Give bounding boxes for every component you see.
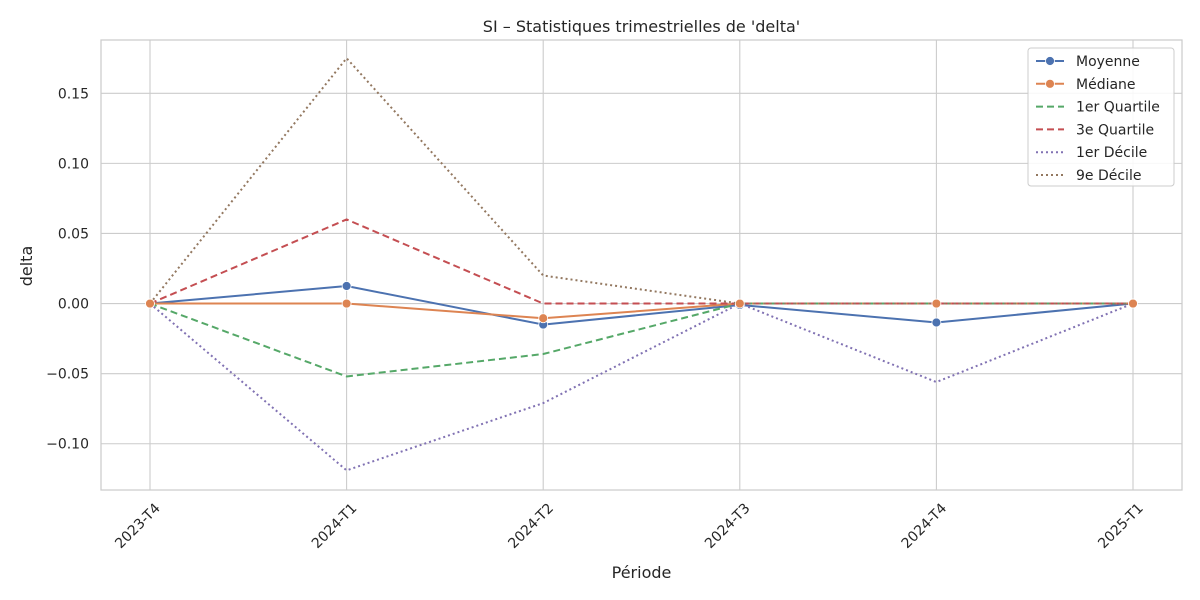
data-point (734, 298, 745, 309)
data-point (538, 313, 549, 324)
series-line (149, 285, 1134, 326)
data-point (341, 281, 352, 291)
legend: Moyenne Médiane 1er Quartile 3e Quartile 1er… (1027, 47, 1175, 187)
y-axis-title: delta (17, 246, 36, 287)
x-tick-label: 2023-T4 (112, 500, 164, 552)
legend-label: 3e Quartile (1076, 122, 1154, 138)
x-tick-label: 2024-T1 (309, 500, 361, 552)
legend-label: 1er Décile (1076, 145, 1147, 161)
data-point (1128, 298, 1138, 309)
legend-marker (1045, 56, 1055, 66)
data-point (931, 298, 942, 309)
data-point (341, 298, 352, 309)
x-tick-label: 2024-T2 (505, 500, 557, 552)
legend-box (1027, 47, 1175, 187)
data-point (145, 298, 155, 309)
series-lines (149, 57, 1134, 472)
legend-label: Moyenne (1076, 54, 1140, 70)
y-tick-label: 0.00 (58, 297, 89, 313)
x-axis-title: Période (612, 563, 672, 582)
y-tick-label: −0.10 (46, 437, 89, 453)
plot-frame (100, 39, 1183, 491)
x-tick-labels: 2023-T4 2024-T1 2024-T2 2024-T3 2024-T4 2025-… (112, 500, 1147, 552)
y-tick-labels: −0.10 −0.05 0.00 0.05 0.10 0.15 (46, 86, 89, 452)
legend-label: 9e Décile (1076, 168, 1141, 184)
x-tick-label: 2024-T3 (702, 500, 754, 552)
plot-background (101, 40, 1182, 490)
y-tick-label: −0.05 (46, 367, 89, 383)
y-tick-label: 0.05 (58, 226, 89, 242)
series-line (149, 57, 1133, 305)
legend-marker (1045, 78, 1055, 89)
y-tick-label: 0.15 (58, 86, 89, 102)
data-point (931, 317, 942, 328)
x-tick-label: 2025-T1 (1095, 500, 1147, 552)
x-tick-label: 2024-T4 (899, 500, 951, 552)
legend-label: 1er Quartile (1076, 100, 1160, 116)
y-tick-label: 0.10 (58, 156, 89, 172)
legend-label: Médiane (1076, 77, 1136, 93)
chart-title: SI – Statistiques trimestrielles de 'del… (483, 17, 800, 36)
series-line (149, 302, 1134, 472)
legend-items: Moyenne Médiane 1er Quartile 3e Quartile 1er… (1036, 54, 1160, 184)
series-markers (145, 281, 1138, 330)
